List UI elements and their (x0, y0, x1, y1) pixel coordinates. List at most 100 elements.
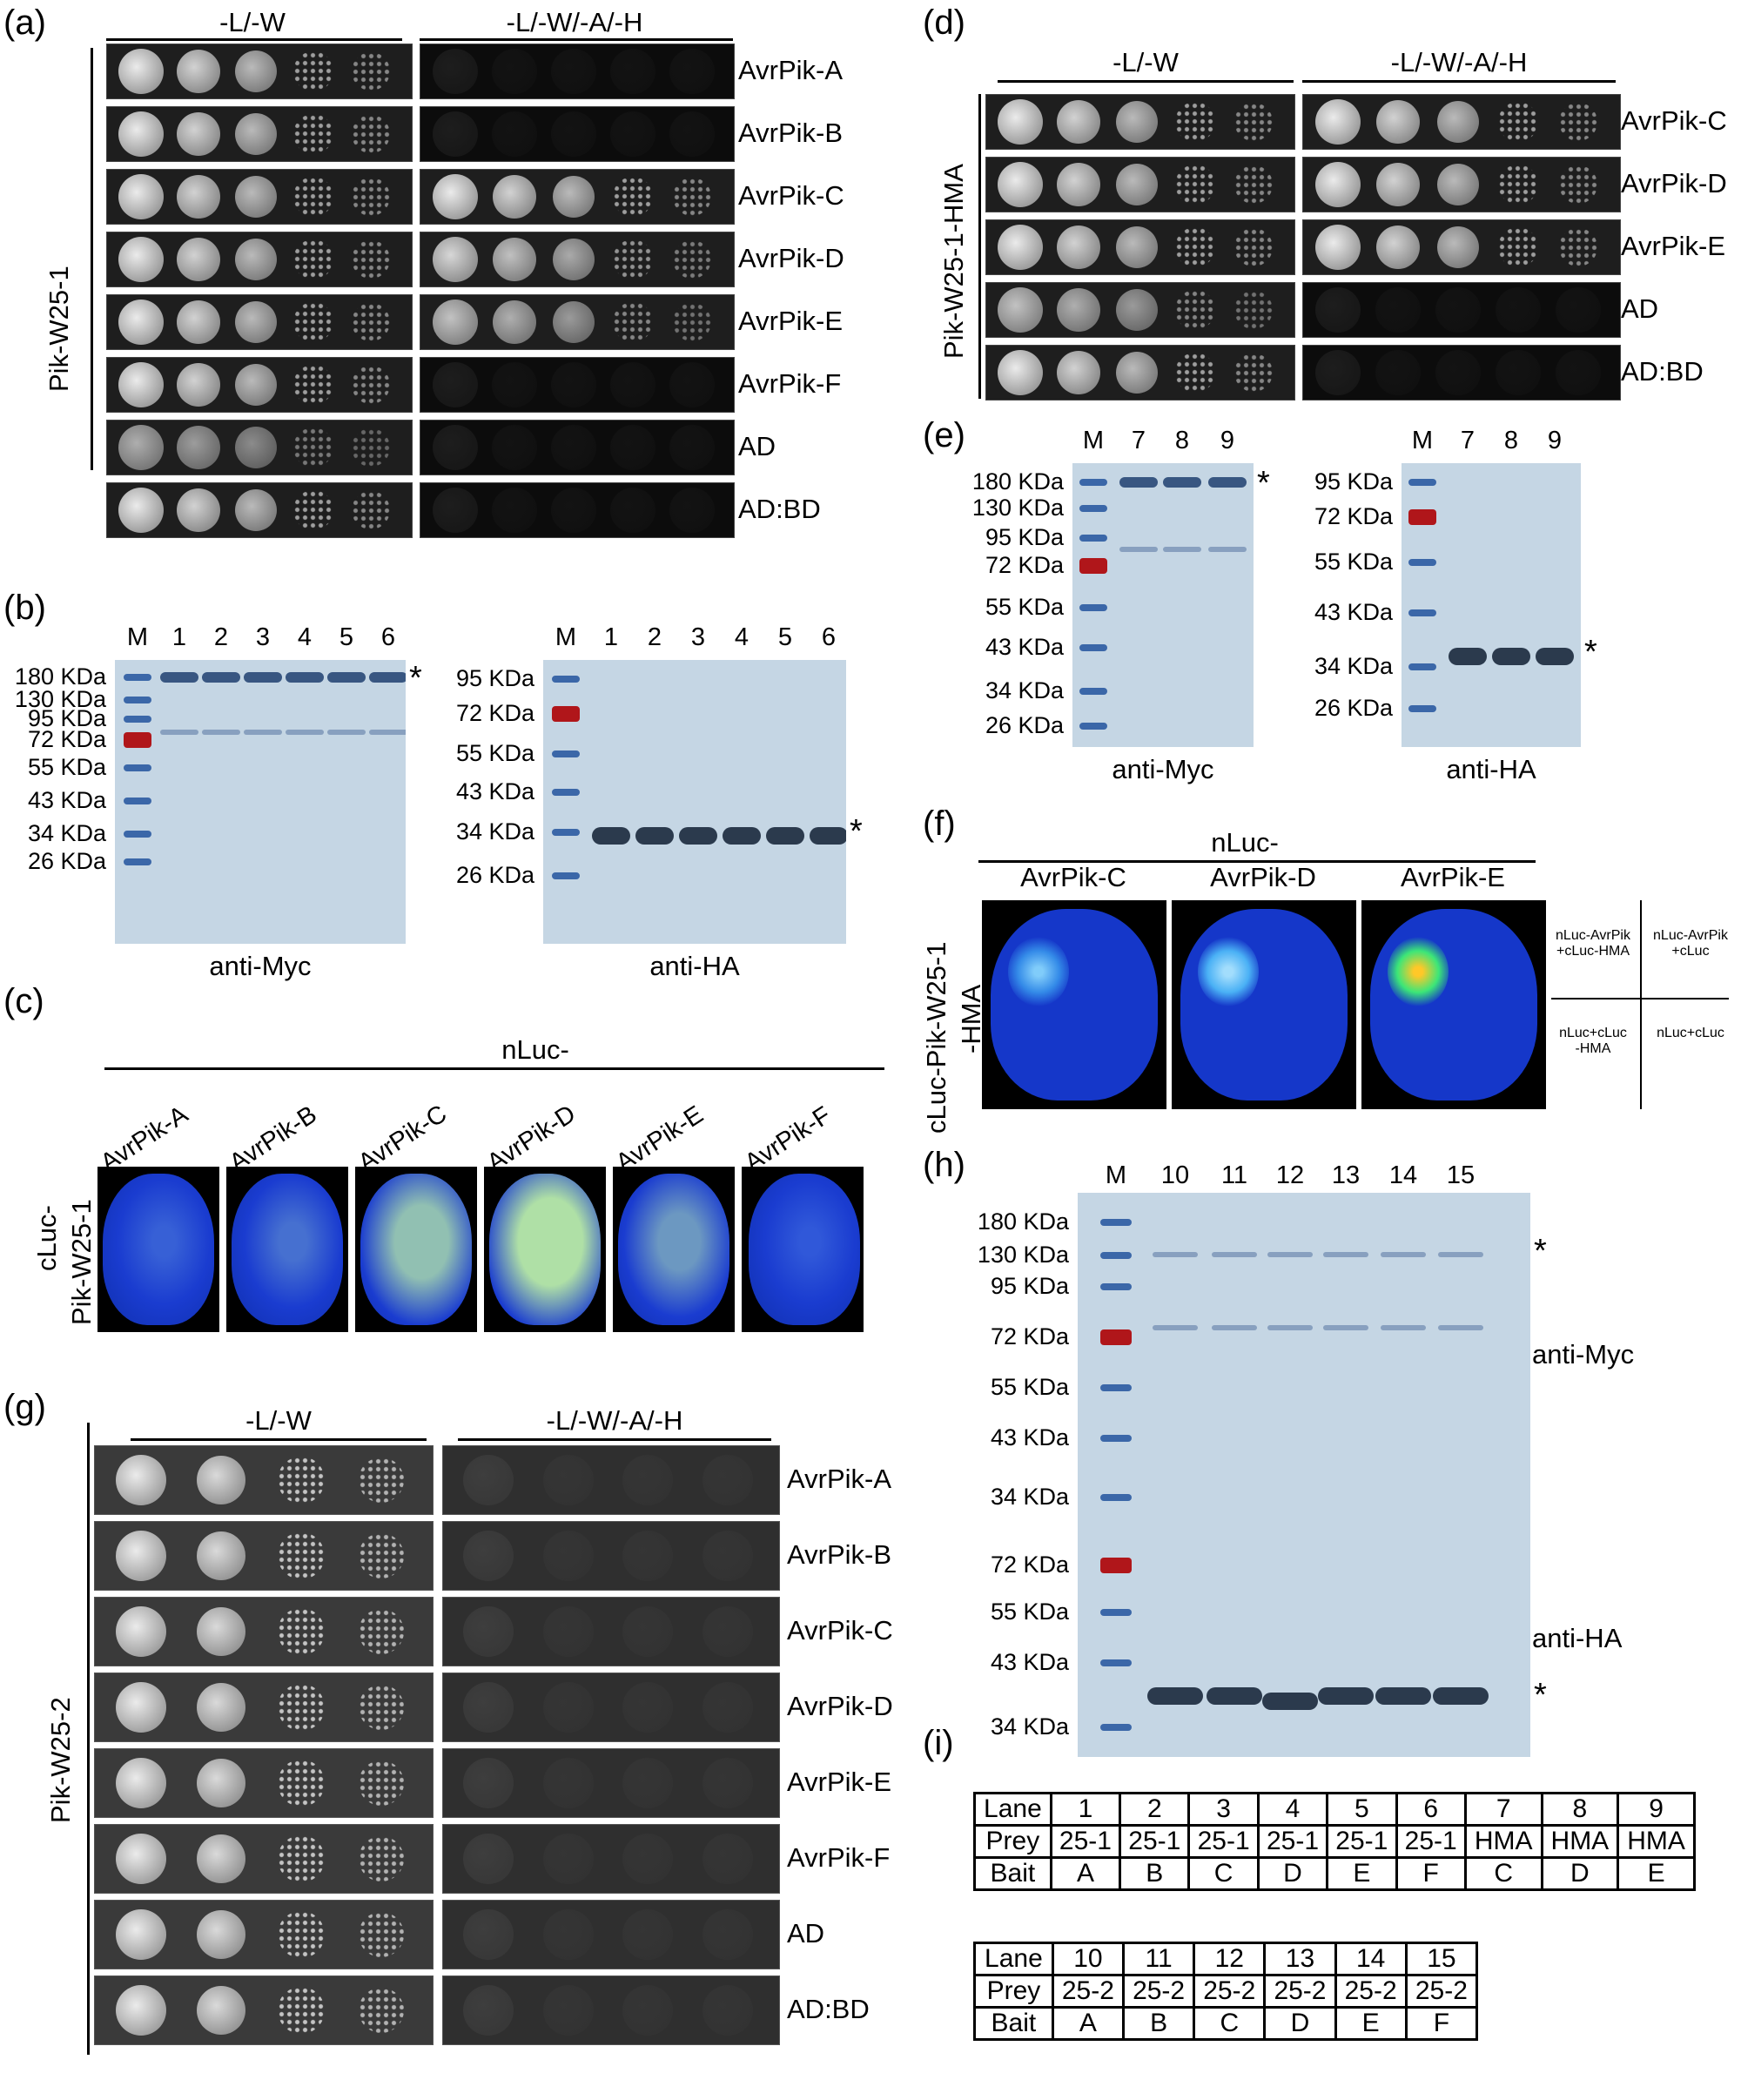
panel_a-plate-lwah-7 (420, 482, 735, 538)
panel_d-plate-lw-1 (985, 157, 1295, 212)
panel-b-right-lane-label-2: 2 (647, 623, 662, 651)
panel-d-bracket (978, 94, 981, 399)
panel_a-colony-2-1-0 (433, 174, 478, 219)
table1-cell-1-5: 25-1 (1326, 1824, 1398, 1859)
panel-h-bottom-marker-band-3 (1100, 1724, 1132, 1731)
table1-cell-2-9: E (1617, 1856, 1696, 1891)
panel-b-left-band-0-lane-2 (202, 672, 240, 683)
table1-cell-2-2: B (1119, 1856, 1191, 1891)
table1-cell-1-8: HMA (1540, 1824, 1620, 1859)
panel_d-colony-4-1-0 (1315, 350, 1361, 395)
panel_g-plate-lwah-6 (442, 1900, 780, 1969)
table2-cell-0-2: 11 (1121, 1942, 1196, 1976)
panel-label-f: (f) (923, 804, 956, 843)
panel_g-colony-2-0-1 (196, 1607, 245, 1656)
legend-tr-line2: +cLuc (1671, 944, 1710, 959)
panel-h-top-marker-band-6 (1100, 1494, 1132, 1501)
table2-cell-0-5: 14 (1334, 1942, 1408, 1976)
panel_d-plate-lw-0 (985, 94, 1295, 150)
panel-b-right-band-0-lane-2 (635, 827, 674, 845)
panel_a-colony-7-0-3 (293, 490, 333, 530)
panel-b-left-lane-label-2: 2 (213, 623, 229, 651)
panel_a-colony-0-0-1 (177, 50, 220, 93)
panel-b-left-marker-band-3 (124, 732, 151, 748)
panel-c-image-2 (355, 1167, 477, 1332)
panel_g-colony-6-0-3 (358, 1912, 404, 1957)
panel_g-colony-4-0-0 (115, 1758, 166, 1808)
panel_d-colony-3-0-1 (1057, 288, 1101, 332)
panel_g-colony-2-1-1 (542, 1606, 594, 1657)
panel_g-colony-7-1-1 (542, 1985, 594, 2036)
panel-e-left-marker-label-6: 34 KDa (985, 677, 1064, 703)
panel-d-side-label: Pik-W25-1-HMA (938, 164, 969, 359)
panel_a-colony-2-0-4 (352, 178, 390, 216)
panel-h-bottom-marker-label-0: 72 KDa (990, 1551, 1069, 1578)
panel_d-colony-1-0-0 (998, 162, 1044, 207)
panel-a-bracket (91, 48, 93, 470)
panel_a-colony-5-0-1 (177, 363, 220, 407)
panel_a-plate-lwah-5 (420, 357, 735, 413)
panel_a-colony-5-1-4 (669, 362, 715, 407)
panel-b-left-marker-band-4 (124, 764, 151, 771)
panel-label-i: (i) (923, 1724, 954, 1762)
panel-c-header-line (104, 1067, 884, 1070)
panel_a-colony-3-1-4 (673, 240, 711, 279)
panel-b-left-marker-band-1 (124, 697, 151, 703)
panel_d-colony-3-0-4 (1233, 291, 1273, 329)
panel_g-colony-7-0-0 (115, 1985, 166, 2036)
table2-cell-0-4: 13 (1263, 1942, 1337, 1976)
panel_g-colony-1-1-0 (463, 1531, 514, 1581)
panel_d-colony-1-0-1 (1057, 163, 1101, 206)
panel-label-c: (c) (3, 982, 44, 1020)
panel-h-bottom-marker-label-2: 43 KDa (990, 1649, 1069, 1675)
panel-b-left-caption: anti-Myc (209, 951, 312, 981)
panel_a-colony-6-0-0 (118, 425, 164, 470)
panel-f-column-label-2: AvrPik-E (1400, 862, 1505, 892)
panel_g-colony-7-1-3 (702, 1985, 753, 2036)
panel-b-left-marker-band-5 (124, 798, 151, 804)
panel-e-left-marker-label-0: 180 KDa (971, 468, 1064, 495)
panel-h-top-marker-band-3 (1100, 1329, 1132, 1345)
panel-e-left-marker-label-7: 26 KDa (985, 712, 1064, 738)
panel_d-colony-0-0-1 (1057, 100, 1101, 144)
panel-e-right-marker-label-3: 43 KDa (1314, 599, 1393, 625)
panel_a-row-label-3: AvrPik-D (738, 243, 844, 273)
panel_a-plate-lw-3 (106, 232, 413, 287)
panel_g-row-label-5: AvrPik-F (787, 1842, 891, 1873)
panel-b-left-marker-label-2: 95 KDa (27, 705, 106, 731)
panel-h-top-marker-label-5: 43 KDa (990, 1424, 1069, 1450)
panel_g-colony-2-1-3 (702, 1606, 753, 1657)
panel-h-top-marker-band-2 (1100, 1283, 1132, 1290)
panel-f-leaf-2 (1370, 909, 1537, 1100)
panel-c-leaf-4 (618, 1174, 729, 1325)
panel-h-star-ha: * (1534, 1677, 1547, 1713)
panel-e-right-lane-label-1: 7 (1460, 427, 1475, 454)
panel_a-colony-4-1-0 (433, 300, 478, 345)
panel-e-right-marker-label-4: 34 KDa (1314, 653, 1393, 679)
table1-cell-1-6: 25-1 (1395, 1824, 1467, 1859)
panel-b-left-lane-label-5: 5 (339, 623, 354, 651)
panel-g-header-line-lw (131, 1438, 427, 1441)
table1-cell-2-8: D (1540, 1856, 1620, 1891)
panel-h-top-marker-label-2: 95 KDa (990, 1273, 1069, 1299)
panel_a-colony-7-1-3 (610, 488, 655, 533)
panel-label-d: (d) (923, 3, 965, 42)
panel_a-row-label-0: AvrPik-A (738, 55, 844, 85)
table1-cell-0-7: 7 (1463, 1792, 1543, 1827)
panel-h-star-myc: * (1534, 1233, 1547, 1269)
panel-a-header-line-lwah (420, 38, 733, 41)
panel_a-colony-3-1-0 (433, 237, 478, 282)
panel_g-colony-3-0-0 (115, 1682, 166, 1733)
panel-b-right-band-0-lane-3 (679, 827, 717, 845)
panel_g-plate-lwah-1 (442, 1521, 780, 1591)
panel_a-colony-0-1-4 (669, 49, 715, 94)
panel_g-colony-6-1-2 (622, 1909, 674, 1960)
panel_d-colony-4-0-2 (1116, 352, 1158, 394)
panel_d-plate-lwah-4 (1302, 345, 1621, 400)
panel-f-legend-vline (1640, 900, 1642, 1109)
panel_d-colony-2-1-4 (1558, 228, 1597, 266)
panel-e-left-marker-label-3: 72 KDa (985, 552, 1064, 578)
panel_a-colony-0-0-0 (118, 49, 164, 94)
table1-cell-0-0: Lane (973, 1792, 1052, 1827)
panel-b-right-target-star: * (850, 813, 863, 850)
